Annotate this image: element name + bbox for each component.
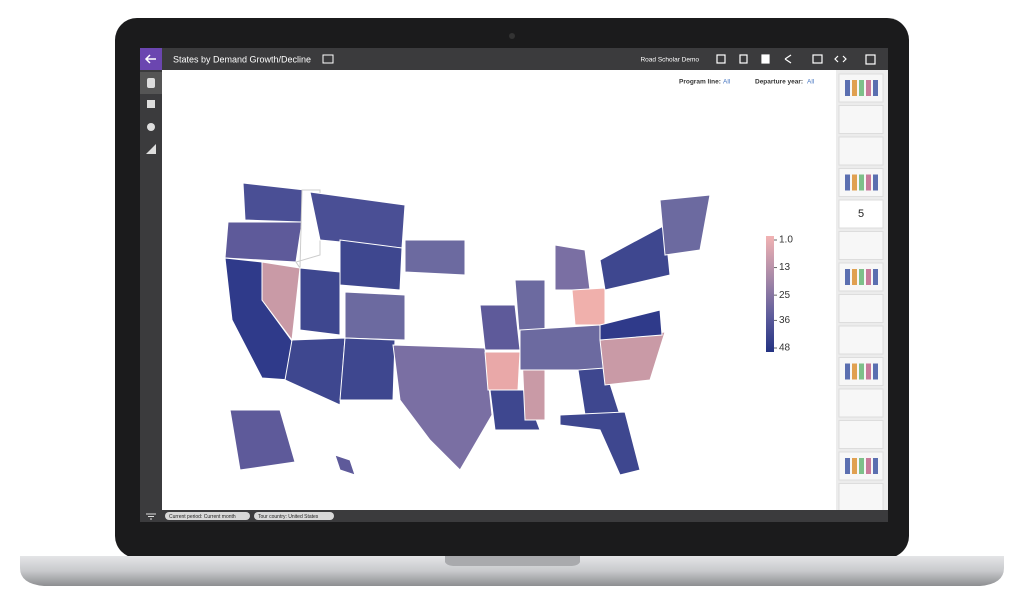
state[interactable]: [479, 304, 521, 351]
share-icon[interactable]: [784, 54, 792, 64]
settings-icon[interactable]: [147, 123, 155, 131]
state[interactable]: [559, 411, 641, 476]
thumbnail-graphic: [859, 363, 864, 380]
filter-icon[interactable]: [146, 513, 156, 520]
legend-tick-label: 25: [779, 290, 791, 301]
filter-bar: [140, 510, 888, 522]
dashboard-title: States by Demand Growth/Decline: [173, 54, 311, 64]
filter-label: Departure year:: [755, 79, 803, 86]
thumbnail-graphic: [845, 269, 850, 285]
active-thumbnail-number: 5: [858, 208, 864, 220]
thumbnail[interactable]: [838, 483, 884, 512]
filter-value[interactable]: All: [807, 79, 815, 86]
state[interactable]: [599, 309, 663, 341]
state[interactable]: [229, 409, 296, 471]
legend-tick-label: 36: [779, 315, 791, 326]
thumbnail-graphic: [845, 80, 850, 96]
style-icon[interactable]: [146, 144, 156, 154]
state[interactable]: [339, 337, 396, 401]
embed-icon[interactable]: [834, 55, 847, 63]
state[interactable]: [404, 239, 466, 276]
filter-chip[interactable]: [165, 512, 250, 520]
thumbnail-graphic: [859, 80, 864, 96]
thumbnail-graphic: [873, 174, 878, 191]
thumbnail[interactable]: [838, 420, 884, 449]
state[interactable]: [519, 324, 606, 371]
thumbnail-graphic: [852, 80, 857, 96]
legend-colorbar: [766, 236, 774, 352]
filter-chip[interactable]: [254, 512, 334, 520]
laptop-base: [20, 556, 1004, 586]
state[interactable]: [334, 454, 356, 476]
thumbnail[interactable]: [838, 325, 884, 355]
state[interactable]: [242, 182, 306, 223]
thumbnail-graphic: [852, 174, 857, 191]
thumbnail-graphic: [873, 458, 878, 474]
legend-tick-label: 48: [779, 343, 791, 354]
thumbnail-graphic: [866, 363, 871, 380]
thumbnail-graphic: [873, 363, 878, 380]
thumbnail-graphic: [845, 174, 850, 191]
export-icon[interactable]: [716, 54, 726, 64]
thumbnail[interactable]: [838, 294, 884, 323]
state[interactable]: [299, 267, 341, 336]
thumbnail-graphic: [845, 363, 850, 380]
state[interactable]: [659, 194, 711, 256]
state[interactable]: [484, 351, 521, 391]
chart-icon[interactable]: [147, 100, 155, 108]
thumbnail[interactable]: [838, 136, 884, 166]
back-icon: [144, 54, 156, 64]
thumbnail[interactable]: [838, 231, 884, 260]
thumbnail[interactable]: [838, 388, 884, 418]
legend-tick-label: 13: [779, 262, 791, 273]
legend-tick-label: 1.0: [779, 235, 793, 246]
filter-value[interactable]: All: [723, 79, 731, 86]
account-name: Road Scholar Demo: [640, 57, 699, 64]
chip-text: Current period: Current month: [169, 514, 236, 520]
state[interactable]: [224, 221, 303, 263]
comment-icon[interactable]: [322, 54, 334, 64]
us-map: [224, 182, 711, 476]
thumbnail-graphic: [866, 269, 871, 285]
state[interactable]: [554, 244, 591, 291]
thumbnail-graphic: [866, 458, 871, 474]
thumbnail-graphic: [859, 458, 864, 474]
present-icon[interactable]: [812, 54, 823, 64]
data-icon: [147, 78, 155, 88]
top-bar: [140, 48, 888, 70]
state[interactable]: [284, 337, 346, 406]
thumbnail[interactable]: [838, 199, 884, 229]
thumbnail-graphic: [852, 269, 857, 285]
thumbnail-graphic: [873, 269, 878, 285]
state[interactable]: [571, 287, 606, 326]
thumbnail-graphic: [859, 269, 864, 285]
grid-icon[interactable]: [865, 54, 876, 65]
camera: [509, 33, 515, 39]
chip-text: Tour country: United States: [258, 514, 319, 520]
delete-icon[interactable]: [761, 54, 770, 64]
state[interactable]: [599, 224, 671, 291]
notch: [445, 556, 580, 566]
thumbnail-graphic: [866, 80, 871, 96]
thumbnail-graphic: [852, 458, 857, 474]
thumbnail-graphic: [845, 458, 850, 474]
thumbnail-graphic: [859, 174, 864, 191]
thumbnail-graphic: [866, 174, 871, 191]
thumbnail[interactable]: [838, 105, 884, 134]
state[interactable]: [339, 239, 403, 291]
thumbnail-graphic: [873, 80, 878, 96]
left-sidebar: [140, 70, 162, 510]
thumbnail-graphic: [852, 363, 857, 380]
state[interactable]: [344, 291, 406, 341]
copy-icon[interactable]: [739, 54, 748, 64]
filter-label: Program line:: [679, 79, 721, 86]
